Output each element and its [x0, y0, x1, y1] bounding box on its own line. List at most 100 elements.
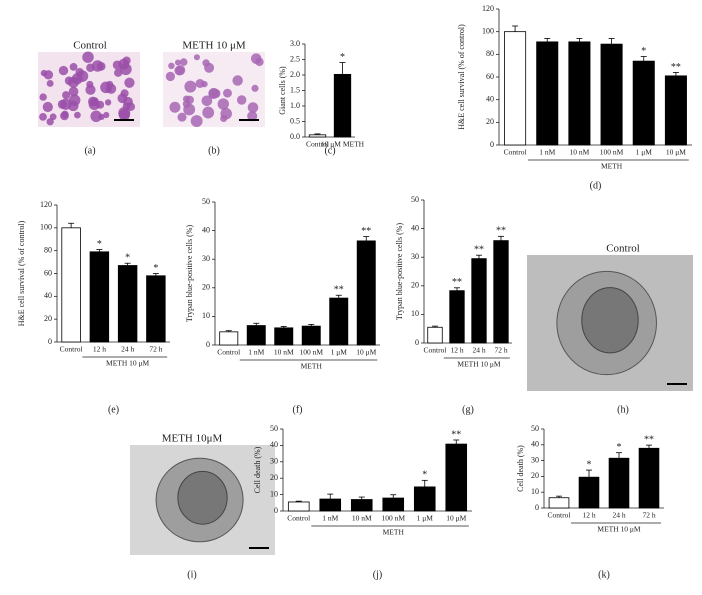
bar	[274, 327, 294, 346]
x-tick-label: 24 h	[612, 511, 625, 520]
bar	[449, 290, 465, 344]
y-axis-title: H&E cell survival (% of control)	[457, 24, 466, 130]
bar	[600, 43, 623, 146]
cell	[169, 101, 181, 113]
y-tick-label: 40	[270, 440, 278, 449]
cell	[217, 98, 229, 110]
bar	[578, 476, 600, 509]
bar	[504, 31, 527, 146]
cell	[40, 69, 48, 77]
image-title: Control	[606, 243, 640, 255]
cell	[74, 111, 81, 119]
y-tick-label: 20	[411, 281, 419, 290]
x-tick-label: Control	[287, 514, 310, 523]
y-tick-label: 40	[531, 440, 539, 449]
bar	[319, 498, 342, 512]
panel-label: (f)	[293, 404, 303, 415]
x-tick-label: 100 nM	[299, 348, 323, 357]
bar	[638, 447, 660, 509]
panel-label: (a)	[84, 145, 95, 156]
x-tick-label: 72 h	[494, 346, 507, 355]
cell	[119, 63, 132, 76]
y-tick-label: 20	[202, 283, 210, 292]
panel-label: (b)	[208, 145, 220, 156]
x-tick-label: 10 μM	[446, 514, 466, 523]
cell	[126, 102, 136, 111]
cell	[195, 78, 205, 88]
cell	[98, 113, 105, 121]
significance: **	[361, 226, 371, 237]
bar	[413, 486, 436, 512]
cell	[85, 84, 96, 95]
significance: *	[125, 253, 130, 264]
x-tick-label: 1 μM	[636, 148, 653, 157]
significance: **	[496, 226, 506, 237]
bar	[219, 331, 239, 346]
x-tick-label: 12 h	[450, 346, 463, 355]
y-tick-label: 50	[531, 424, 539, 433]
y-tick-label: 120	[482, 4, 494, 13]
cell	[91, 60, 104, 72]
bar	[471, 258, 487, 344]
cell	[90, 110, 102, 123]
cell	[179, 58, 188, 66]
bar	[493, 240, 509, 344]
y-tick-label: 0.0	[290, 132, 300, 141]
cell	[185, 95, 194, 105]
cell	[208, 88, 219, 100]
x-tick-label: Control	[504, 148, 527, 157]
significance: **	[474, 244, 484, 255]
y-tick-label: 30	[411, 252, 419, 261]
significance: *	[587, 459, 592, 470]
panel-label: (i)	[187, 569, 196, 580]
x-tick-label: 12 h	[582, 511, 595, 520]
y-tick-label: 60	[486, 72, 494, 81]
y-tick-label: 10	[411, 309, 419, 318]
x-tick-label: 10 nM	[352, 514, 372, 523]
y-tick-label: 40	[411, 223, 419, 232]
bar	[427, 326, 443, 344]
significance: *	[641, 46, 646, 57]
significance: *	[340, 52, 345, 63]
x-tick-label: Control	[306, 140, 329, 149]
panel-label: (h)	[617, 404, 629, 415]
cell	[49, 113, 57, 121]
cell	[174, 59, 181, 66]
y-tick-label: 0	[274, 506, 278, 515]
y-tick-label: 120	[40, 200, 52, 209]
y-tick-label: 10	[531, 487, 539, 496]
x-tick-label: Control	[60, 345, 83, 354]
cell	[232, 75, 243, 86]
bar	[117, 265, 138, 343]
bar	[632, 60, 655, 146]
bar	[536, 41, 559, 146]
y-tick-label: 100	[40, 223, 52, 232]
x-tick-label: Control	[217, 348, 240, 357]
cell	[42, 101, 53, 113]
cell	[184, 80, 197, 93]
x-tick-label: 10 μM METH	[321, 140, 365, 149]
x-tick-label: 72 h	[642, 511, 655, 520]
cell	[62, 91, 71, 100]
y-tick-label: 20	[486, 117, 494, 126]
cell	[177, 112, 187, 122]
y-tick-label: 40	[486, 94, 494, 103]
cell	[190, 115, 203, 128]
cell	[183, 103, 196, 116]
bar	[568, 41, 591, 146]
y-tick-label: 80	[486, 49, 494, 58]
x-tick-label: 1 μM	[417, 514, 434, 523]
y-tick-label: 0	[415, 338, 419, 347]
y-tick-label: 40	[44, 291, 52, 300]
cell	[168, 62, 175, 70]
group-label: METH	[301, 362, 323, 371]
cell	[96, 100, 105, 109]
y-tick-label: 20	[531, 471, 539, 480]
x-tick-label: 100 nM	[381, 514, 405, 523]
cell	[75, 68, 84, 77]
bar	[382, 497, 405, 512]
bar	[301, 325, 321, 346]
bar	[664, 75, 687, 146]
group-label: METH	[601, 162, 623, 171]
nucleus	[177, 470, 228, 525]
